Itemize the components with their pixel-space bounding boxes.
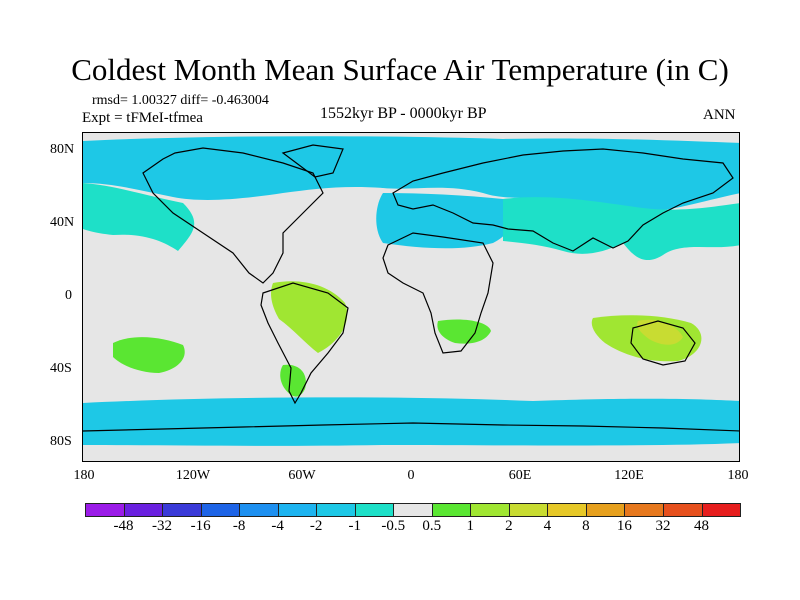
chart-title: Coldest Month Mean Surface Air Temperatu… [71, 52, 729, 87]
colorbar-cell [624, 503, 664, 517]
colorbar-label: 8 [582, 518, 590, 534]
stats-text: rmsd= 1.00327 diff= -0.463004 [92, 93, 269, 108]
colorbar-cell [239, 503, 279, 517]
colorbar-label: -16 [190, 518, 211, 534]
colorbar-label: -4 [271, 518, 284, 534]
colorbar-cell [277, 503, 318, 517]
colorbar-label: 48 [693, 518, 709, 534]
colorbar-cell [200, 503, 241, 517]
lat-label: 80S [50, 434, 72, 449]
colorbar [85, 503, 742, 517]
lat-label: 0 [65, 288, 72, 303]
colorbar-cell [123, 503, 164, 517]
lat-label: 40S [50, 361, 72, 376]
lon-label: 60W [288, 468, 316, 483]
lat-label: 80N [50, 142, 75, 157]
colorbar-cell [316, 503, 356, 517]
lon-label: 60E [508, 468, 532, 483]
colorbar-cell [585, 503, 626, 517]
colorbar-label: 16 [616, 518, 632, 534]
colorbar-cell [85, 503, 125, 517]
colorbar-label: 0.5 [422, 518, 442, 534]
colorbar-label: -0.5 [381, 518, 406, 534]
colorbar-label: 1 [466, 518, 475, 534]
lon-label: 120W [175, 468, 211, 483]
period-label: 1552kyr BP - 0000kyr BP [320, 105, 487, 122]
map-canvas [83, 136, 739, 446]
lon-label: 180 [727, 468, 749, 483]
colorbar-label: 32 [655, 518, 671, 534]
colorbar-label: 2 [505, 518, 513, 534]
lat-label: 40N [50, 215, 75, 230]
lon-label: 120E [614, 468, 644, 483]
colorbar-label: -1 [348, 518, 361, 534]
colorbar-cell [470, 503, 510, 517]
season-label: ANN [703, 107, 736, 123]
colorbar-label: 4 [543, 518, 552, 534]
colorbar-label: -2 [309, 518, 323, 534]
colorbar-label: -48 [113, 518, 134, 534]
coastlines [83, 144, 739, 432]
colorbar-cell [431, 503, 472, 517]
colorbar-label: -8 [232, 518, 246, 534]
colorbar-cell [393, 503, 433, 517]
map-panel [82, 132, 740, 462]
colorbar-cell [547, 503, 587, 517]
colorbar-cell [701, 503, 742, 517]
colorbar-label: -32 [152, 518, 173, 534]
lon-label: 180 [73, 468, 95, 483]
colorbar-cell [354, 503, 395, 517]
anomaly-fields [83, 136, 739, 446]
colorbar-cell [162, 503, 202, 517]
lon-label: 0 [407, 468, 415, 483]
colorbar-cell [508, 503, 549, 517]
experiment-label: Expt = tFMeI-tfmea [82, 110, 203, 126]
colorbar-cell [662, 503, 703, 517]
